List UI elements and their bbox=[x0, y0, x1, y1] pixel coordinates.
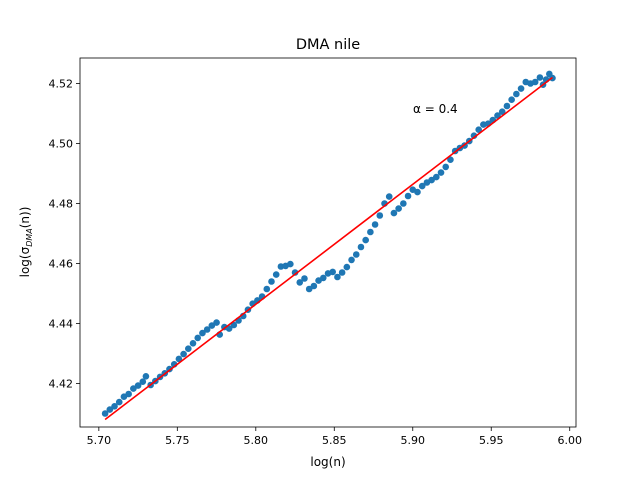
data-point bbox=[395, 205, 402, 212]
data-point bbox=[101, 410, 109, 417]
y-tick-label: 4.50 bbox=[49, 138, 74, 151]
x-tick-label: 5.70 bbox=[87, 434, 112, 447]
data-point bbox=[503, 102, 511, 110]
x-tick-label: 6.00 bbox=[557, 434, 582, 447]
data-point bbox=[470, 132, 478, 139]
data-point bbox=[180, 350, 187, 358]
data-point bbox=[125, 390, 132, 398]
plot-area bbox=[101, 70, 556, 421]
y-tick-label: 4.52 bbox=[49, 78, 74, 91]
data-point bbox=[418, 182, 426, 190]
data-point bbox=[185, 345, 192, 353]
data-point bbox=[376, 212, 384, 219]
axes-frame bbox=[79, 57, 577, 428]
data-point bbox=[301, 275, 308, 282]
data-point bbox=[111, 403, 118, 410]
data-point bbox=[291, 269, 299, 276]
data-point bbox=[189, 340, 197, 347]
data-point bbox=[287, 260, 294, 268]
y-axis-label-suffix: (n)) bbox=[18, 207, 32, 229]
y-tick-label: 4.48 bbox=[49, 198, 74, 211]
data-point bbox=[362, 236, 369, 244]
y-axis-label-prefix: log(σ bbox=[18, 246, 32, 277]
data-point bbox=[442, 163, 450, 171]
data-point bbox=[400, 200, 407, 207]
data-point bbox=[371, 221, 379, 228]
data-point bbox=[115, 398, 123, 406]
data-point bbox=[142, 373, 150, 380]
data-point bbox=[367, 228, 374, 236]
data-point bbox=[296, 279, 304, 286]
data-point bbox=[352, 251, 360, 258]
data-point bbox=[390, 209, 398, 217]
y-axis-label-subscript: DMA bbox=[25, 228, 34, 247]
data-point bbox=[447, 156, 454, 163]
data-point bbox=[343, 263, 351, 271]
data-point bbox=[508, 96, 515, 103]
data-point bbox=[134, 382, 142, 389]
data-point bbox=[513, 90, 520, 98]
data-point bbox=[433, 173, 440, 181]
data-point bbox=[106, 406, 114, 413]
data-point bbox=[139, 378, 147, 386]
x-tick-label: 5.95 bbox=[479, 434, 504, 447]
x-axis: 5.70 5.75 5.80 5.85 5.90 5.95 6.00 bbox=[87, 427, 582, 447]
data-point bbox=[334, 273, 341, 281]
data-point bbox=[130, 385, 137, 392]
y-axis: 4.42 4.44 4.46 4.48 4.50 4.52 bbox=[49, 78, 80, 391]
data-point bbox=[208, 322, 216, 329]
data-point bbox=[319, 274, 327, 282]
data-point bbox=[213, 319, 220, 326]
data-point bbox=[348, 256, 355, 264]
data-point bbox=[268, 278, 275, 285]
data-point bbox=[437, 169, 445, 176]
data-point bbox=[498, 108, 506, 115]
alpha-annotation: α = 0.4 bbox=[413, 102, 458, 116]
data-point bbox=[428, 176, 435, 184]
data-point bbox=[414, 188, 421, 196]
x-axis-label: log(n) bbox=[310, 455, 345, 469]
y-tick-label: 4.42 bbox=[49, 378, 74, 391]
y-axis-label: log(σDMA(n)) bbox=[18, 207, 34, 278]
data-point bbox=[263, 285, 271, 293]
x-tick-label: 5.90 bbox=[401, 434, 426, 447]
data-point bbox=[338, 269, 346, 276]
data-point bbox=[404, 192, 412, 200]
x-tick-label: 5.80 bbox=[244, 434, 269, 447]
data-point bbox=[272, 271, 280, 278]
data-point bbox=[517, 85, 525, 92]
data-point bbox=[310, 282, 318, 290]
data-point bbox=[357, 243, 365, 251]
chart-title: DMA nile bbox=[296, 37, 360, 53]
y-tick-label: 4.44 bbox=[49, 318, 74, 331]
data-point bbox=[531, 78, 539, 86]
y-tick-label: 4.46 bbox=[49, 258, 74, 271]
data-point bbox=[305, 285, 313, 293]
data-point bbox=[175, 355, 183, 363]
data-point bbox=[475, 126, 482, 133]
data-point bbox=[203, 326, 211, 333]
data-point bbox=[199, 329, 206, 337]
x-tick-label: 5.85 bbox=[322, 434, 347, 447]
data-point bbox=[385, 193, 393, 200]
data-point bbox=[536, 74, 544, 81]
data-point bbox=[329, 268, 337, 276]
fit-line bbox=[104, 76, 553, 421]
data-point bbox=[194, 334, 202, 342]
x-tick-label: 5.75 bbox=[165, 434, 190, 447]
